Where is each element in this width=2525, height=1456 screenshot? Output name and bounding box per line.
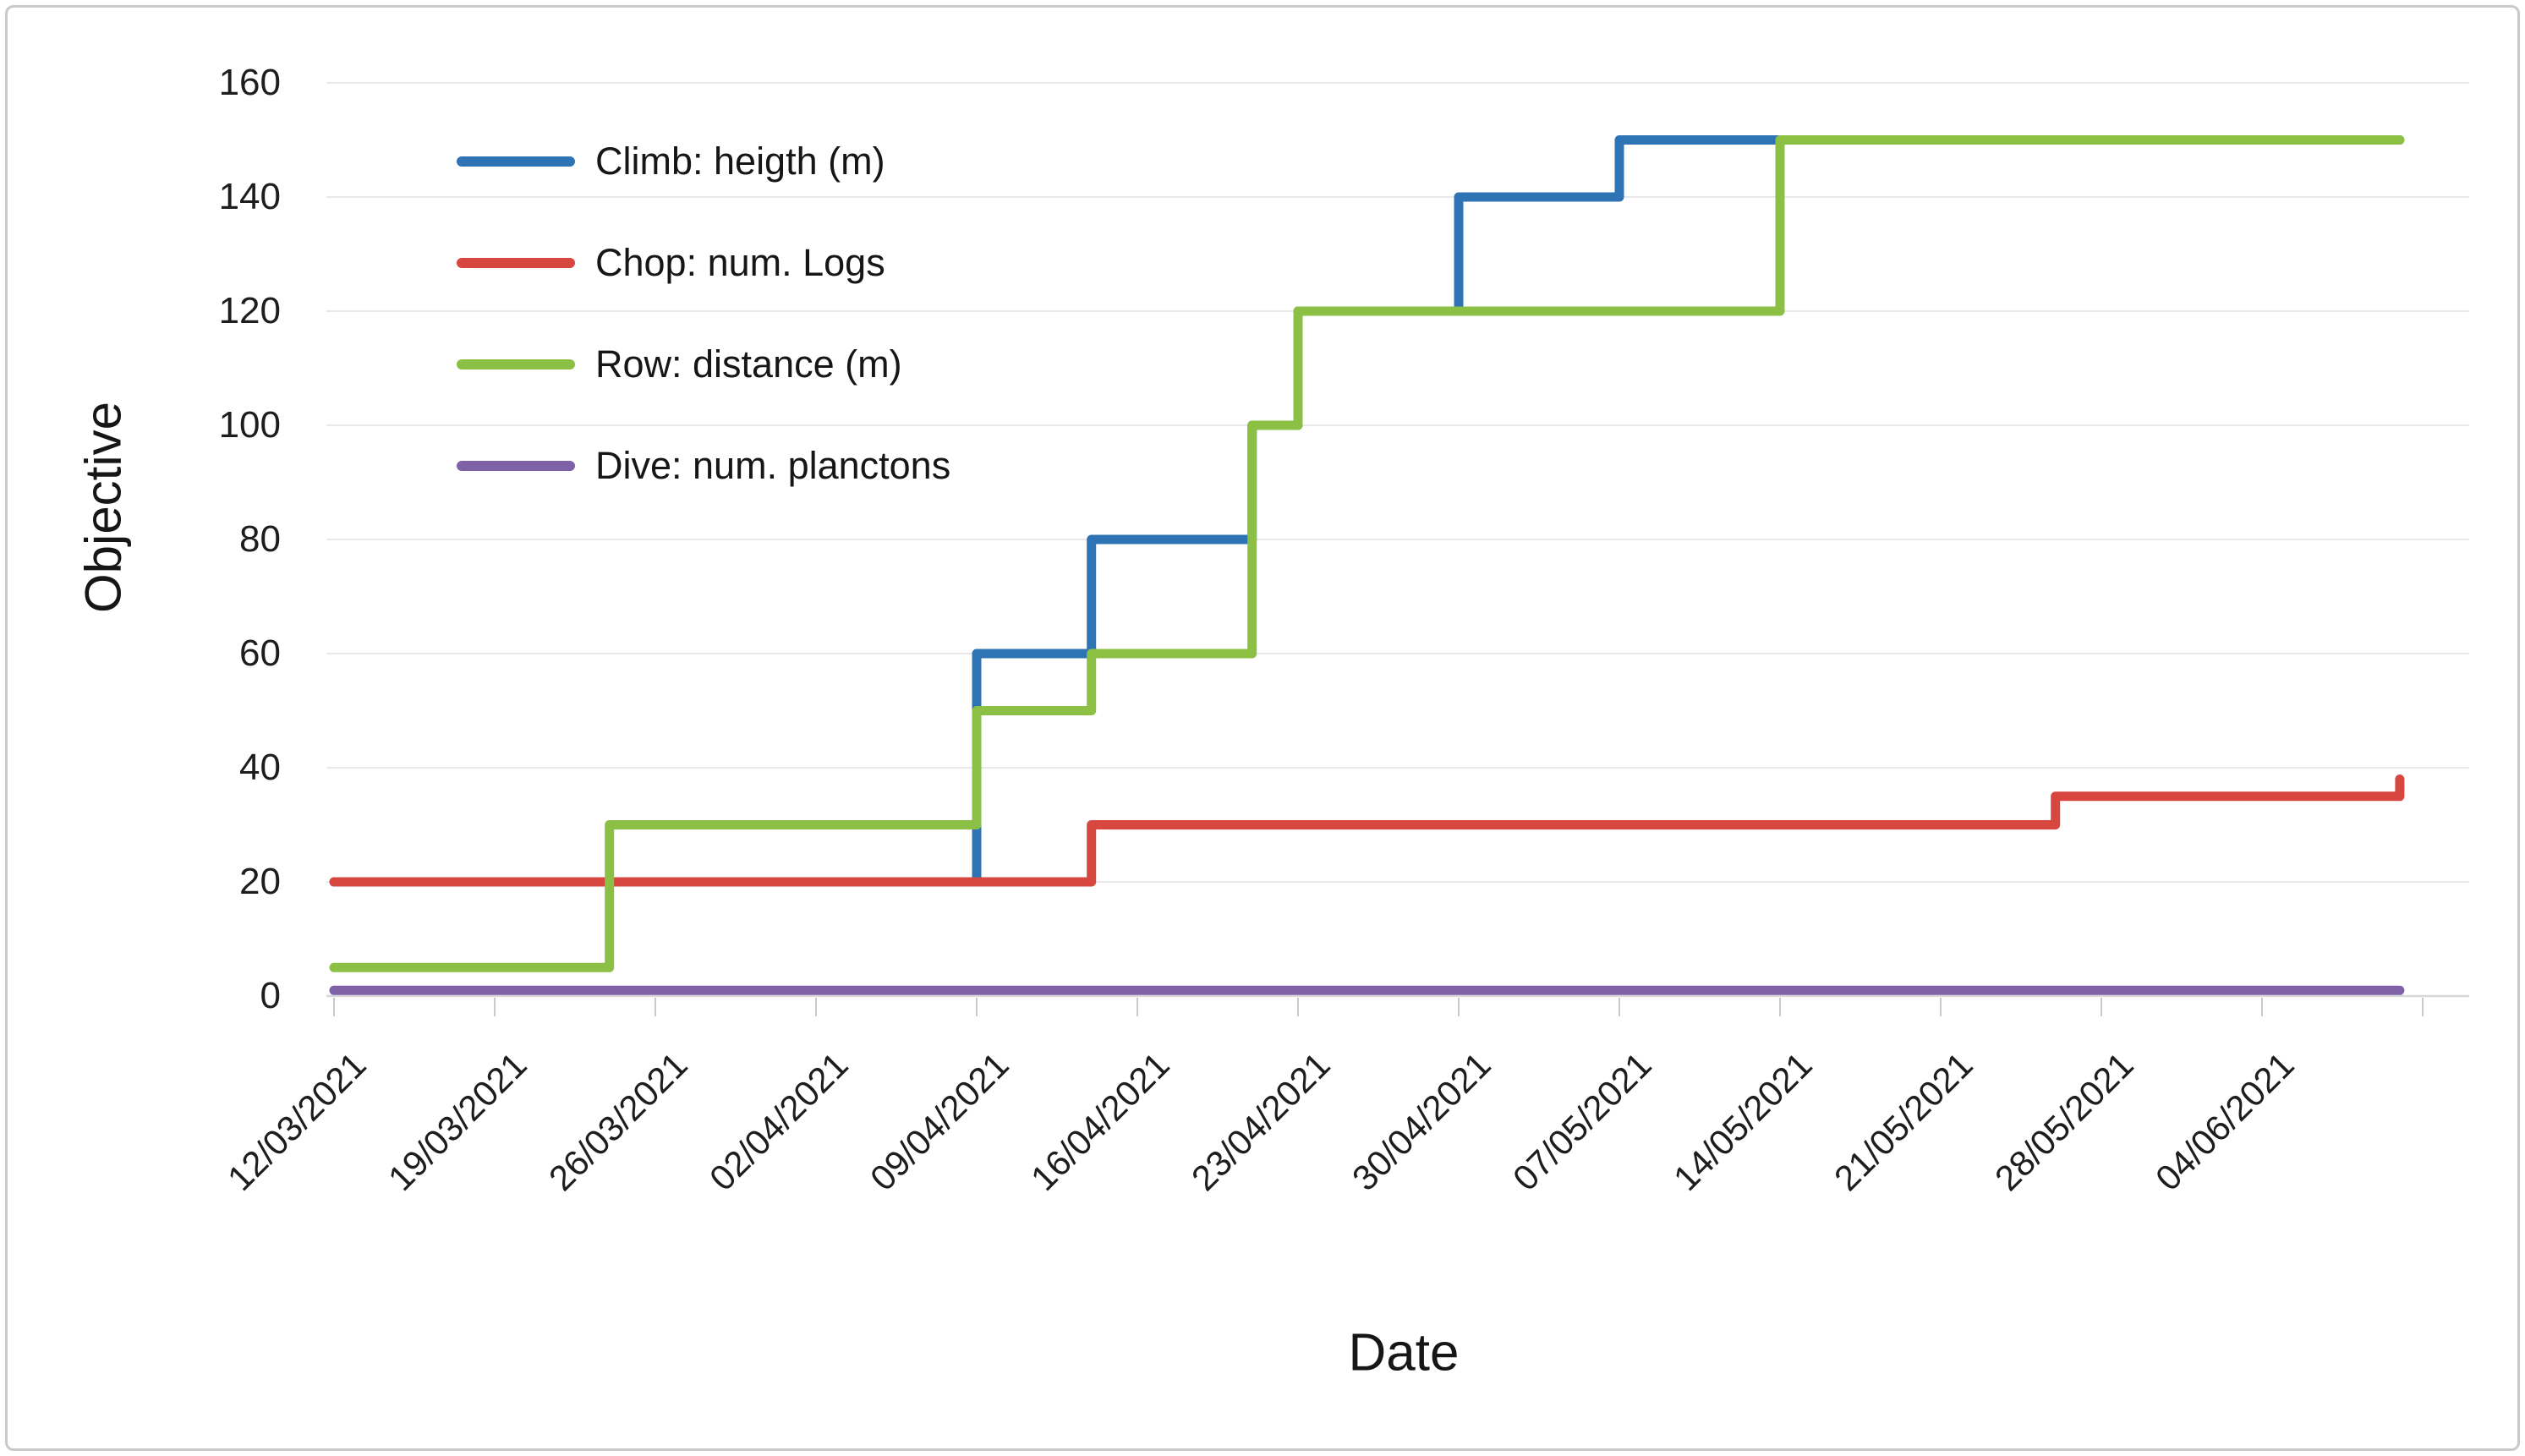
y-axis-title: Objective (74, 401, 132, 614)
series-line-chop (329, 775, 2405, 887)
y-tick-label: 160 (218, 62, 281, 103)
y-tick-label: 40 (239, 747, 281, 788)
legend-label: Row: distance (m) (595, 342, 902, 386)
y-tick-label: 0 (260, 975, 281, 1016)
legend-item: Row: distance (m) (457, 340, 902, 389)
legend-label: Dive: num. planctons (595, 444, 951, 487)
y-tick-label: 80 (239, 518, 281, 560)
series-line-row (329, 135, 2405, 972)
legend-label: Climb: heigth (m) (595, 140, 885, 183)
legend-swatch-chop (457, 258, 575, 268)
y-tick-label: 100 (218, 404, 281, 446)
legend-item: Climb: heigth (m) (457, 137, 885, 186)
legend-item: Chop: num. Logs (457, 238, 885, 287)
y-tick-label: 60 (239, 632, 281, 674)
y-tick-label: 20 (239, 861, 281, 902)
legend-swatch-dive (457, 461, 575, 471)
y-tick-label: 120 (218, 290, 281, 331)
legend-swatch-climb (457, 156, 575, 167)
legend-item: Dive: num. planctons (457, 441, 950, 490)
legend-label: Chop: num. Logs (595, 241, 885, 284)
x-axis-title: Date (1348, 1323, 1460, 1382)
y-tick-label: 140 (218, 176, 281, 217)
legend-swatch-row (457, 359, 575, 369)
